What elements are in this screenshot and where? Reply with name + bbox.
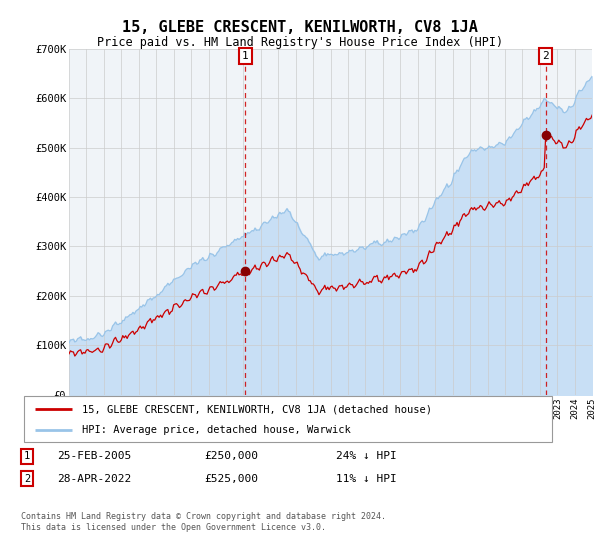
FancyBboxPatch shape	[24, 396, 552, 442]
Text: 2: 2	[24, 474, 30, 484]
Text: £250,000: £250,000	[204, 451, 258, 461]
Text: 1: 1	[24, 451, 30, 461]
Text: Price paid vs. HM Land Registry's House Price Index (HPI): Price paid vs. HM Land Registry's House …	[97, 36, 503, 49]
Text: 24% ↓ HPI: 24% ↓ HPI	[336, 451, 397, 461]
Text: Contains HM Land Registry data © Crown copyright and database right 2024.
This d: Contains HM Land Registry data © Crown c…	[21, 512, 386, 532]
Text: 15, GLEBE CRESCENT, KENILWORTH, CV8 1JA (detached house): 15, GLEBE CRESCENT, KENILWORTH, CV8 1JA …	[82, 404, 432, 414]
Text: 1: 1	[242, 51, 249, 61]
Text: 2: 2	[542, 51, 549, 61]
Text: 11% ↓ HPI: 11% ↓ HPI	[336, 474, 397, 484]
Text: 25-FEB-2005: 25-FEB-2005	[57, 451, 131, 461]
Text: HPI: Average price, detached house, Warwick: HPI: Average price, detached house, Warw…	[82, 424, 351, 435]
Text: 28-APR-2022: 28-APR-2022	[57, 474, 131, 484]
Text: £525,000: £525,000	[204, 474, 258, 484]
Text: 15, GLEBE CRESCENT, KENILWORTH, CV8 1JA: 15, GLEBE CRESCENT, KENILWORTH, CV8 1JA	[122, 20, 478, 35]
